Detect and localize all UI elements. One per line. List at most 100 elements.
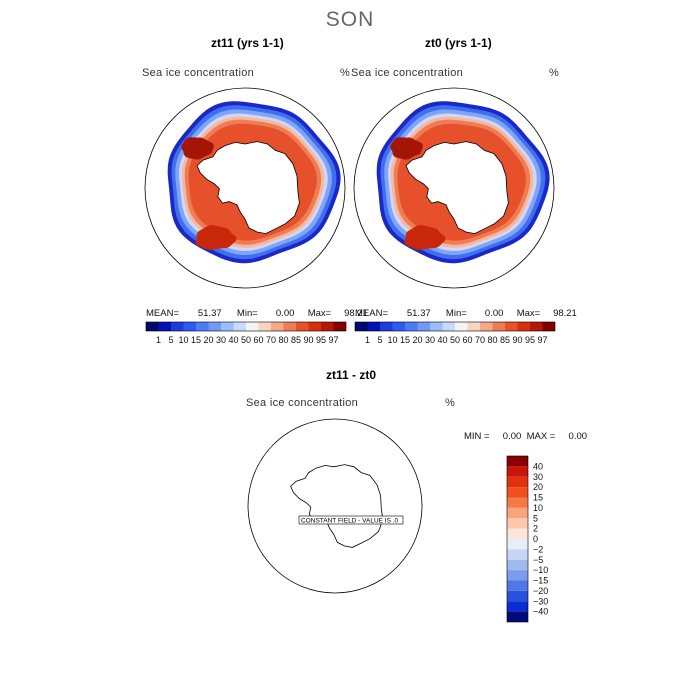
left-colorbar-tick: 15 [191, 335, 201, 345]
left-colorbar-tick: 30 [216, 335, 226, 345]
diff-colorbar-swatch [507, 497, 528, 508]
right-colorbar-swatch [355, 322, 368, 331]
diff-colorbar-tick: −5 [533, 555, 543, 565]
left-colorbar-tick: 40 [228, 335, 238, 345]
diff-colorbar-swatch [507, 601, 528, 612]
diff-colorbar-swatch [507, 580, 528, 591]
left-colorbar-swatch [296, 322, 309, 331]
left-colorbar-swatch [258, 322, 271, 331]
diff-colorbar-tick: 10 [533, 503, 543, 513]
right-colorbar-swatch [505, 322, 518, 331]
right-colorbar-tick: 40 [437, 335, 447, 345]
right-colorbar-tick: 50 [450, 335, 460, 345]
left-colorbar-swatch [321, 322, 334, 331]
right-colorbar-swatch [492, 322, 505, 331]
constant-field-label: CONSTANT FIELD - VALUE IS .0 [301, 518, 399, 525]
right-colorbar-tick: 5 [377, 335, 382, 345]
min-value: 0.00 [275, 308, 295, 319]
min-label: Min= [236, 308, 258, 319]
right-antarctica-coastline [405, 141, 509, 235]
right-colorbar-tick: 95 [525, 335, 535, 345]
right-colorbar-swatch [442, 322, 455, 331]
diff-colorbar-swatch [507, 611, 528, 622]
diff-colorbar-tick: −40 [533, 607, 548, 617]
right-colorbar-swatch [530, 322, 543, 331]
right-colorbar-tick: 20 [412, 335, 422, 345]
left-colorbar-tick: 1 [156, 335, 161, 345]
right-colorbar-swatch [455, 322, 468, 331]
left-colorbar-tick: 5 [168, 335, 173, 345]
max-value: 98.21 [553, 308, 577, 319]
diff-antarctica-coastline [290, 464, 384, 548]
left-colorbar-swatch [283, 322, 296, 331]
right-colorbar-tick: 97 [537, 335, 547, 345]
diff-colorbar-swatch [507, 549, 528, 560]
diff-colorbar-swatch [507, 487, 528, 498]
min-label: Min= [445, 308, 467, 319]
diff-colorbar-tick: 40 [533, 461, 543, 471]
diff-colorbar-swatch [507, 507, 528, 519]
left-colorbar-swatch [196, 322, 209, 331]
diff-minmax: MIN = 0.00 MAX = 0.00 [464, 431, 588, 442]
left-colorbar-swatch [333, 322, 346, 331]
mean-label: MEAN= [355, 308, 388, 319]
left-colorbar-swatch [271, 322, 284, 331]
right-ross-patch [404, 225, 446, 250]
diff-title: zt11 - zt0 [326, 368, 377, 382]
diff-colorbar-tick: −10 [533, 565, 548, 575]
right-colorbar-tick: 10 [387, 335, 397, 345]
right-colorbar-tick: 30 [425, 335, 435, 345]
left-colorbar-frame [145, 321, 347, 332]
diff-colorbar-tick: −15 [533, 576, 548, 586]
right-colorbar-tick: 15 [400, 335, 410, 345]
right-colorbar-swatch [405, 322, 418, 331]
diff-unit-label: % [445, 397, 455, 409]
left-colorbar-swatch [158, 322, 171, 331]
diff-colorbar-swatch [507, 466, 528, 477]
stats-right: MEAN= 51.37 Min= 0.00 Max= 98.21 [355, 308, 577, 319]
right-colorbar-swatch [480, 322, 493, 331]
left-colorbar-swatch [183, 322, 196, 331]
left-colorbar-tick: 97 [328, 335, 338, 345]
right-colorbar-swatch [367, 322, 380, 331]
left-colorbar-tick: 70 [266, 335, 276, 345]
left-colorbar-tick: 10 [178, 335, 188, 345]
mean-label: MEAN= [146, 308, 179, 319]
constant-field-box [298, 515, 404, 525]
diff-colorbar-tick: 15 [533, 493, 543, 503]
diff-colorbar-swatch [507, 518, 528, 529]
max-label: Max= [516, 308, 541, 319]
left-colorbar-swatch [146, 322, 159, 331]
polar-map-right [353, 87, 555, 289]
right-colorbar-tick: 80 [487, 335, 497, 345]
diff-colorbar-swatch [507, 570, 528, 581]
min-value: 0.00 [484, 308, 504, 319]
polar-map-diff: CONSTANT FIELD - VALUE IS .0 [247, 418, 423, 594]
diff-colorbar-swatch [507, 456, 528, 467]
left-colorbar-swatch [221, 322, 234, 331]
right-colorbar-swatch [467, 322, 480, 331]
left-colorbar-tick: 85 [291, 335, 301, 345]
left-colorbar-swatch [308, 322, 321, 331]
diff-colorbar-frame [506, 455, 529, 623]
left-ross-patch [195, 225, 237, 250]
right-colorbar-swatch [417, 322, 430, 331]
left-colorbar-swatch [208, 322, 221, 331]
diff-colorbar-tick: −2 [533, 544, 543, 554]
panel-title-right: zt0 (yrs 1-1) [425, 36, 492, 50]
diff-colorbar-tick: −20 [533, 586, 548, 596]
right-colorbar-swatch [542, 322, 555, 331]
left-colorbar-swatch [171, 322, 184, 331]
variable-label-left: Sea ice concentration [142, 67, 255, 79]
left-antarctica-coastline [196, 141, 300, 235]
left-colorbar-tick: 90 [303, 335, 313, 345]
diff-colorbar-swatch [507, 528, 528, 539]
season-title: SON [325, 8, 375, 31]
unit-label-right: % [549, 67, 559, 79]
right-colorbar-tick: 60 [462, 335, 472, 345]
right-colorbar-swatch [517, 322, 530, 331]
diff-colorbar-tick: 0 [533, 534, 538, 544]
right-colorbar-tick: 1 [365, 335, 370, 345]
right-colorbar-swatch [430, 322, 443, 331]
